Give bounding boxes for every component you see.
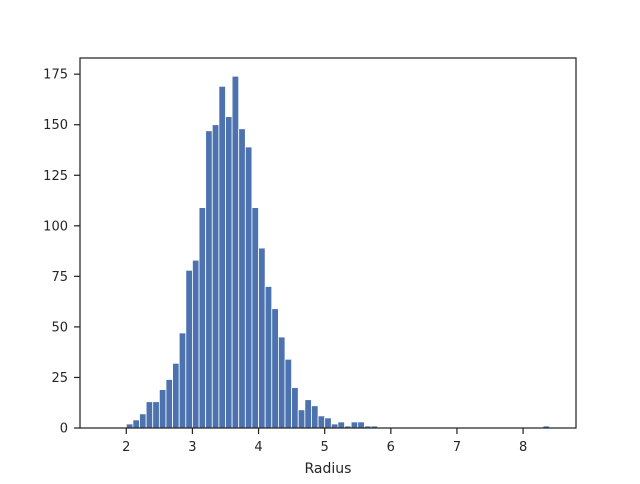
histogram-bar xyxy=(231,75,240,429)
histogram-bar xyxy=(284,358,293,429)
histogram-bar xyxy=(304,399,312,429)
histogram-bar xyxy=(297,409,306,429)
y-tick-label: 125 xyxy=(43,169,68,184)
histogram-bar xyxy=(317,415,326,429)
x-tick-label: 2 xyxy=(122,440,130,455)
y-tick-label: 100 xyxy=(43,219,68,234)
x-tick-label: 8 xyxy=(519,440,527,455)
histogram-bar xyxy=(251,207,259,429)
x-tick-label: 4 xyxy=(254,440,262,455)
histogram-bar xyxy=(264,286,273,429)
histogram-bar xyxy=(211,124,220,429)
y-tick-label: 25 xyxy=(51,371,68,386)
histogram-bar xyxy=(291,387,299,429)
histogram-bar xyxy=(185,269,193,429)
histogram-bar xyxy=(218,85,226,429)
axes-group: 2 3 4 5 6 7 8 0 25 50 75 100 125 150 175 xyxy=(43,57,577,455)
histogram-bar xyxy=(192,259,200,429)
histogram-bar xyxy=(244,146,253,429)
histogram-bar xyxy=(324,417,332,429)
histogram-bar xyxy=(145,401,154,429)
histogram-bar xyxy=(178,332,187,429)
x-tick-label: 5 xyxy=(321,440,329,455)
histogram-bar xyxy=(132,419,140,429)
y-tick-label: 150 xyxy=(43,118,68,133)
histogram-bar xyxy=(311,405,319,429)
histogram-bar xyxy=(258,247,266,429)
y-tick-label: 0 xyxy=(60,422,68,437)
y-tick-label: 50 xyxy=(51,320,68,335)
histogram-bar xyxy=(152,401,160,429)
histogram-bar xyxy=(271,308,279,429)
histogram-bar xyxy=(238,128,246,429)
histogram-bar xyxy=(357,421,365,429)
histogram-bar xyxy=(158,389,167,429)
histogram-bar xyxy=(139,413,147,429)
y-tick-label: 175 xyxy=(43,68,68,83)
histogram-bar xyxy=(205,130,213,429)
histogram-bar xyxy=(350,421,359,429)
histogram-bar xyxy=(225,116,233,429)
histogram-bar xyxy=(337,421,345,429)
histogram-bar xyxy=(172,362,180,429)
histogram-bar xyxy=(277,336,286,429)
x-axis-label: Radius xyxy=(305,461,352,477)
plot-frame xyxy=(79,57,577,429)
y-tick-label: 75 xyxy=(51,270,68,285)
histogram-bar xyxy=(165,379,173,429)
x-tick-label: 7 xyxy=(453,440,461,455)
x-tick-label: 3 xyxy=(188,440,196,455)
x-tick-label: 6 xyxy=(387,440,395,455)
bars-group xyxy=(125,75,550,429)
histogram-bar xyxy=(198,207,207,429)
